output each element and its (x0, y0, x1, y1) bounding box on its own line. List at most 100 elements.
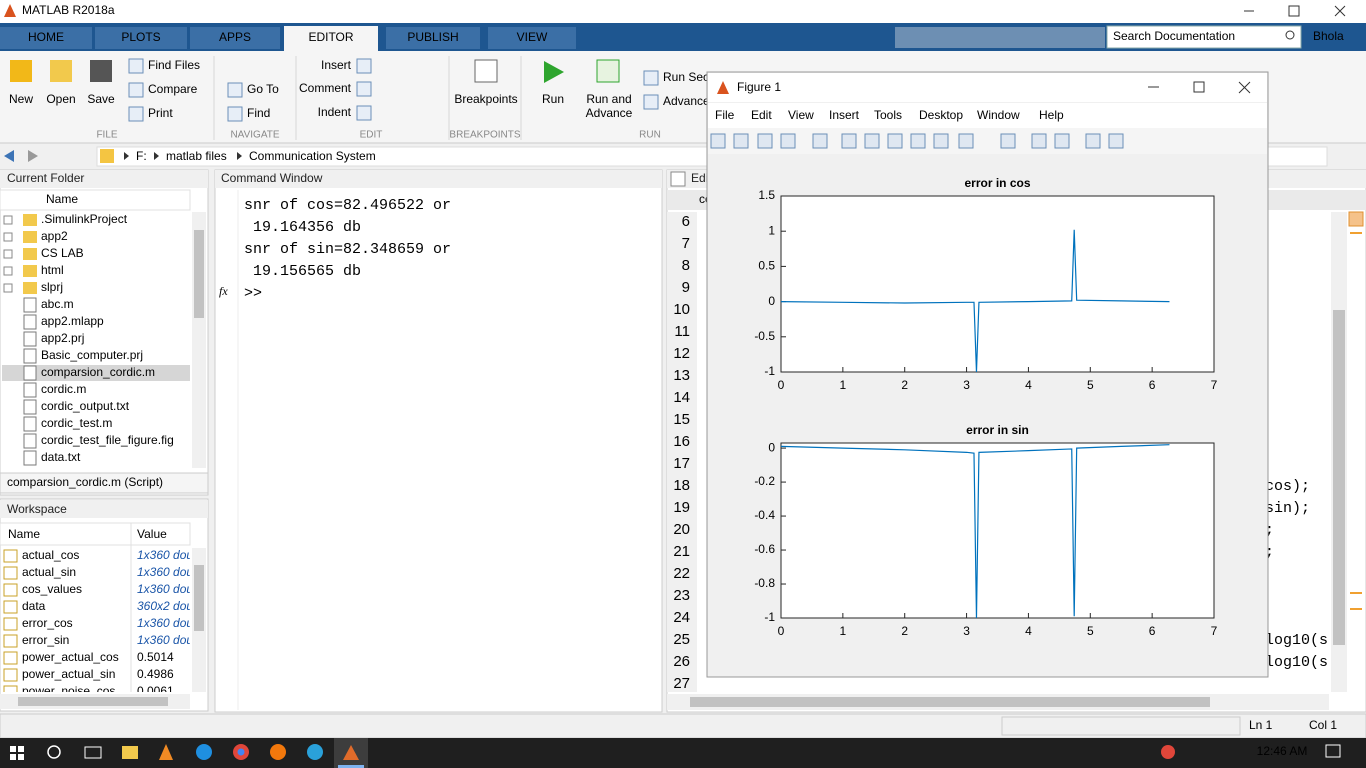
toolbar-button[interactable] (958, 133, 974, 149)
menu-item[interactable]: Edit (751, 108, 772, 122)
file-name[interactable]: app2.prj (41, 331, 84, 345)
toolbar-button[interactable] (757, 133, 773, 149)
tab[interactable] (95, 27, 187, 49)
toolbar-button[interactable] (1031, 133, 1047, 149)
scroll-thumb[interactable] (1333, 310, 1345, 645)
file-name[interactable]: comparsion_cordic.m (41, 365, 155, 379)
scroll-thumb[interactable] (690, 697, 1210, 707)
edge-app[interactable] (196, 744, 212, 760)
address-segment[interactable]: Communication System (249, 149, 376, 163)
menu-item[interactable]: Help (1039, 108, 1064, 122)
file-name[interactable]: app2.mlapp (41, 314, 104, 328)
notifications[interactable] (1325, 744, 1341, 758)
expander[interactable] (3, 266, 13, 276)
back[interactable] (4, 150, 14, 162)
quick-access-toolbar[interactable] (895, 27, 1105, 48)
toolstrip-button[interactable]: Save (87, 92, 115, 106)
tab-label[interactable]: EDITOR (308, 30, 353, 44)
file-name[interactable]: html (41, 263, 64, 277)
start-button[interactable] (10, 746, 24, 760)
toolstrip-button[interactable]: Run (542, 92, 564, 106)
toolstrip-button[interactable]: New (9, 92, 33, 106)
variable-name[interactable]: actual_cos (22, 548, 79, 562)
toolbar-button[interactable] (864, 133, 880, 149)
toolbar-button[interactable] (841, 133, 857, 149)
tab-label[interactable]: HOME (28, 30, 64, 44)
toolbar-button[interactable] (710, 133, 726, 149)
toolstrip-button[interactable]: Run and (586, 92, 631, 106)
tab-label[interactable]: PLOTS (121, 30, 160, 44)
restore[interactable] (1288, 5, 1300, 17)
user-name[interactable]: Bhola (1313, 29, 1344, 43)
vlc-app[interactable] (159, 744, 173, 760)
toolstrip-button[interactable]: Indent (318, 105, 352, 119)
scroll-thumb[interactable] (194, 565, 204, 631)
expander[interactable] (3, 249, 13, 259)
firefox-app[interactable] (270, 744, 286, 760)
close[interactable] (1334, 5, 1346, 17)
tab[interactable] (0, 27, 92, 49)
tab[interactable] (488, 27, 576, 49)
tray-icon[interactable] (1161, 745, 1175, 759)
variable-name[interactable]: power_noise_cos (22, 684, 115, 698)
variable-name[interactable]: error_sin (22, 633, 69, 647)
column-header[interactable]: Value (137, 527, 167, 541)
menu-item[interactable]: Tools (874, 108, 902, 122)
toolbar-button[interactable] (887, 133, 903, 149)
toolbar-button[interactable] (933, 133, 949, 149)
toolbar-button[interactable] (780, 133, 796, 149)
close[interactable] (1238, 81, 1251, 94)
file-name[interactable]: cordic_test_file_figure.fig (41, 433, 174, 447)
toolbar-button[interactable] (733, 133, 749, 149)
search-button[interactable] (47, 745, 61, 759)
file-name[interactable]: Basic_computer.prj (41, 348, 143, 362)
toolbar-button[interactable] (910, 133, 926, 149)
toolbar-button[interactable] (1000, 133, 1016, 149)
tab-label[interactable]: PUBLISH (407, 30, 458, 44)
variable-name[interactable]: actual_sin (22, 565, 76, 579)
address-segment[interactable]: F: (136, 149, 147, 163)
tab[interactable] (284, 26, 378, 51)
toolstrip-button[interactable]: Compare (148, 82, 198, 96)
file-name[interactable]: slprj (41, 280, 63, 294)
toolstrip-button[interactable]: Advance (663, 94, 710, 108)
expander[interactable] (3, 283, 13, 293)
menu-item[interactable]: View (788, 108, 814, 122)
toolstrip-button[interactable]: Breakpoints (454, 92, 517, 106)
variable-name[interactable]: cos_values (22, 582, 82, 596)
toolbar-button[interactable] (1054, 133, 1070, 149)
expander[interactable] (3, 232, 13, 242)
menu-item[interactable]: Desktop (919, 108, 963, 122)
file-name[interactable]: abc.m (41, 297, 74, 311)
toolbar-button[interactable] (812, 133, 828, 149)
toolstrip-button[interactable]: Open (46, 92, 75, 106)
scroll-thumb[interactable] (18, 697, 168, 706)
address-segment[interactable]: matlab files (166, 149, 227, 163)
search-box[interactable] (1106, 25, 1302, 49)
file-name[interactable]: app2 (41, 229, 68, 243)
tab-label[interactable]: APPS (219, 30, 251, 44)
file-name[interactable]: cordic_output.txt (41, 399, 130, 413)
file-name[interactable]: data.txt (41, 450, 81, 464)
tab-label[interactable]: VIEW (517, 30, 548, 44)
file-name[interactable]: cordic.m (41, 382, 86, 396)
menu-item[interactable]: File (715, 108, 735, 122)
mail-app[interactable] (84, 746, 102, 759)
toolstrip-button[interactable]: Find Files (148, 58, 200, 72)
toolbar-button[interactable] (1108, 133, 1124, 149)
toolstrip-button[interactable]: Find (247, 106, 270, 120)
variable-name[interactable]: power_actual_cos (22, 650, 119, 664)
toolstrip-button[interactable]: Advance (586, 106, 633, 120)
toolstrip-button[interactable]: Run Sect (663, 70, 713, 84)
toolstrip-button[interactable]: Print (148, 106, 173, 120)
variable-name[interactable]: power_actual_sin (22, 667, 115, 681)
toolbar-button[interactable] (1085, 133, 1101, 149)
variable-name[interactable]: data (22, 599, 46, 613)
menu-item[interactable]: Insert (829, 108, 860, 122)
prompt[interactable]: >> (244, 285, 262, 302)
toolstrip-button[interactable]: Comment (299, 81, 352, 95)
variable-name[interactable]: error_cos (22, 616, 73, 630)
toolstrip-button[interactable]: Go To (247, 82, 279, 96)
maximize[interactable] (1193, 81, 1205, 93)
tab[interactable] (190, 27, 280, 49)
